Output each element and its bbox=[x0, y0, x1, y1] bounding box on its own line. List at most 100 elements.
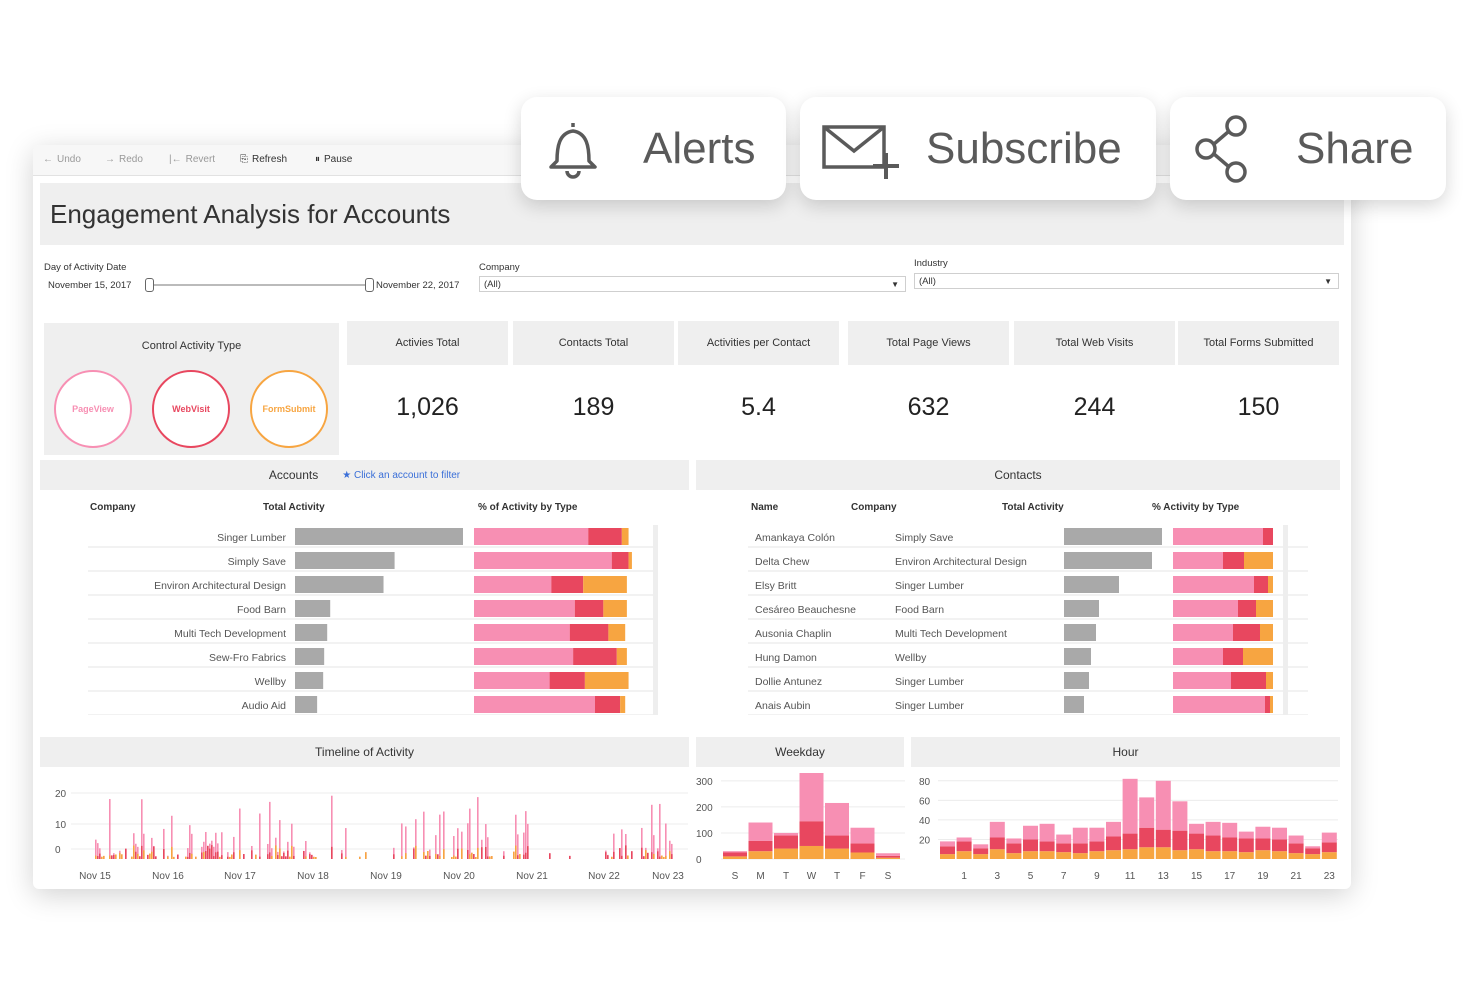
hour-bar-segment[interactable] bbox=[1139, 827, 1155, 848]
hour-bar-segment[interactable] bbox=[1305, 846, 1321, 849]
contact-name[interactable]: Ausonia Chaplin bbox=[755, 628, 832, 640]
contact-type-segment[interactable] bbox=[1270, 696, 1273, 713]
hour-bar-segment[interactable] bbox=[1089, 841, 1105, 852]
hour-bar-segment[interactable] bbox=[1072, 853, 1088, 859]
hour-bar-segment[interactable] bbox=[989, 821, 1005, 838]
share-button[interactable]: Share bbox=[1170, 97, 1446, 200]
contact-type-segment[interactable] bbox=[1266, 672, 1273, 689]
account-type-segment[interactable] bbox=[474, 696, 595, 713]
weekday-bar-segment[interactable] bbox=[799, 845, 824, 859]
account-name[interactable]: Wellby bbox=[255, 676, 287, 688]
account-total-bar[interactable] bbox=[295, 696, 318, 713]
account-type-segment[interactable] bbox=[569, 624, 609, 641]
weekday-bar-segment[interactable] bbox=[723, 856, 747, 859]
hour-bar-segment[interactable] bbox=[1039, 841, 1055, 852]
contact-total-bar[interactable] bbox=[1064, 600, 1099, 617]
contact-type-segment[interactable] bbox=[1256, 600, 1273, 617]
hour-bar-segment[interactable] bbox=[1288, 835, 1304, 844]
contact-type-segment[interactable] bbox=[1244, 552, 1273, 569]
contact-name[interactable]: Amankaya Colón bbox=[755, 532, 835, 544]
contact-type-segment[interactable] bbox=[1173, 576, 1254, 593]
account-type-segment[interactable] bbox=[621, 528, 629, 545]
contact-type-segment[interactable] bbox=[1268, 576, 1273, 593]
contact-type-segment[interactable] bbox=[1260, 624, 1273, 641]
weekday-bar-segment[interactable] bbox=[850, 827, 875, 844]
accounts-scrollbar[interactable] bbox=[653, 525, 658, 715]
contact-total-bar[interactable] bbox=[1064, 528, 1162, 545]
contact-type-segment[interactable] bbox=[1173, 600, 1238, 617]
weekday-bar-segment[interactable] bbox=[774, 848, 798, 859]
contact-name[interactable]: Dollie Antunez bbox=[755, 676, 822, 688]
contact-name[interactable]: Delta Chew bbox=[755, 556, 810, 568]
hour-bar-segment[interactable] bbox=[1072, 843, 1088, 854]
hour-bar-segment[interactable] bbox=[1305, 848, 1321, 855]
account-type-segment[interactable] bbox=[584, 672, 629, 689]
date-slider-track[interactable] bbox=[148, 284, 368, 286]
account-type-segment[interactable] bbox=[611, 552, 629, 569]
hour-bar-segment[interactable] bbox=[1023, 851, 1038, 859]
contact-type-segment[interactable] bbox=[1233, 624, 1260, 641]
account-total-bar[interactable] bbox=[295, 576, 384, 593]
hour-bar-segment[interactable] bbox=[1172, 801, 1188, 831]
webvisit-toggle[interactable]: WebVisit bbox=[152, 370, 230, 448]
account-total-bar[interactable] bbox=[295, 624, 328, 641]
account-name[interactable]: Simply Save bbox=[228, 556, 287, 568]
account-name[interactable]: Multi Tech Development bbox=[174, 628, 286, 640]
contact-type-segment[interactable] bbox=[1173, 648, 1223, 665]
hour-bar-segment[interactable] bbox=[1321, 842, 1337, 853]
hour-bar-segment[interactable] bbox=[1139, 797, 1155, 828]
hour-bar-segment[interactable] bbox=[1089, 851, 1105, 859]
account-type-segment[interactable] bbox=[551, 576, 584, 593]
hour-bar-segment[interactable] bbox=[1039, 823, 1055, 842]
contact-type-segment[interactable] bbox=[1173, 696, 1265, 713]
hour-bar-segment[interactable] bbox=[1056, 834, 1072, 844]
hour-bar-segment[interactable] bbox=[1272, 851, 1287, 859]
hour-bar-segment[interactable] bbox=[1205, 835, 1221, 852]
hour-bar-segment[interactable] bbox=[1272, 827, 1287, 840]
account-type-segment[interactable] bbox=[573, 648, 617, 665]
revert-button[interactable]: |← Revert bbox=[169, 154, 216, 165]
hour-bar-segment[interactable] bbox=[1106, 821, 1121, 837]
contact-type-segment[interactable] bbox=[1173, 528, 1263, 545]
alerts-button[interactable]: Alerts bbox=[521, 97, 786, 200]
account-name[interactable]: Singer Lumber bbox=[217, 532, 286, 544]
hour-bar-segment[interactable] bbox=[1106, 836, 1121, 851]
pageview-toggle[interactable]: PageView bbox=[54, 370, 132, 448]
hour-bar-segment[interactable] bbox=[1106, 850, 1121, 859]
account-total-bar[interactable] bbox=[295, 648, 325, 665]
hour-bar-segment[interactable] bbox=[1122, 833, 1138, 850]
contact-name[interactable]: Anais Aubin bbox=[755, 700, 811, 712]
hour-bar-segment[interactable] bbox=[1255, 826, 1271, 839]
account-total-bar[interactable] bbox=[295, 528, 463, 545]
hour-bar-segment[interactable] bbox=[1205, 851, 1221, 859]
contacts-scrollbar[interactable] bbox=[1283, 525, 1288, 715]
redo-button[interactable]: → Redo bbox=[105, 154, 143, 165]
contact-total-bar[interactable] bbox=[1064, 624, 1096, 641]
contact-total-bar[interactable] bbox=[1064, 648, 1091, 665]
hour-bar-segment[interactable] bbox=[940, 846, 955, 855]
weekday-bar-segment[interactable] bbox=[850, 852, 875, 859]
hour-bar-segment[interactable] bbox=[956, 851, 972, 859]
contact-type-segment[interactable] bbox=[1265, 696, 1270, 713]
weekday-bar-segment[interactable] bbox=[748, 822, 773, 841]
hour-bar-segment[interactable] bbox=[956, 841, 972, 852]
refresh-button[interactable]: ⎘ Refresh bbox=[240, 154, 288, 165]
hour-bar-segment[interactable] bbox=[1189, 833, 1204, 850]
contact-total-bar[interactable] bbox=[1064, 576, 1119, 593]
contact-total-bar[interactable] bbox=[1064, 696, 1084, 713]
hour-bar-segment[interactable] bbox=[1023, 825, 1038, 840]
hour-bar-segment[interactable] bbox=[1222, 822, 1238, 838]
date-slider-end-handle[interactable] bbox=[365, 278, 374, 292]
hour-bar-segment[interactable] bbox=[973, 848, 989, 855]
weekday-bar-segment[interactable] bbox=[723, 851, 747, 853]
hour-bar-segment[interactable] bbox=[1139, 847, 1155, 859]
account-type-segment[interactable] bbox=[620, 696, 626, 713]
weekday-bar-segment[interactable] bbox=[825, 848, 849, 859]
pause-button[interactable]: ⏸ Pause bbox=[315, 154, 353, 165]
contact-name[interactable]: Hung Damon bbox=[755, 652, 817, 664]
contact-total-bar[interactable] bbox=[1064, 552, 1152, 569]
weekday-bar-segment[interactable] bbox=[825, 802, 849, 836]
hour-bar-segment[interactable] bbox=[1023, 839, 1038, 852]
weekday-bar-segment[interactable] bbox=[876, 857, 900, 859]
weekday-bar-segment[interactable] bbox=[748, 851, 773, 859]
